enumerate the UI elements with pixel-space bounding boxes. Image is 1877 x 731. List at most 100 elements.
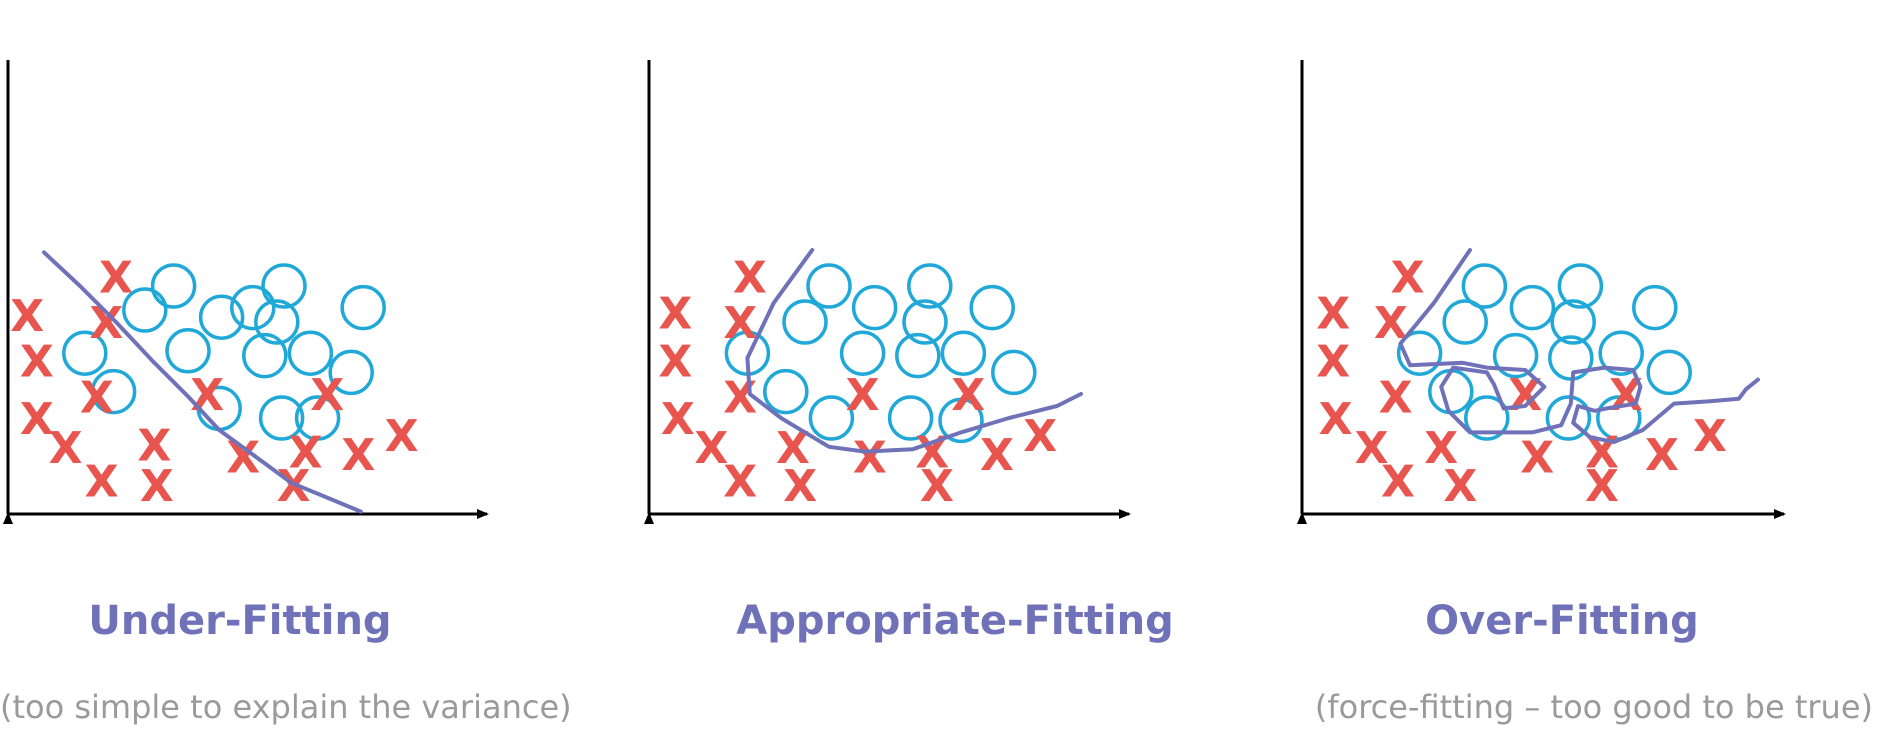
circle-point — [122, 287, 168, 333]
cross-point: X — [1319, 394, 1353, 445]
circle-point — [907, 263, 953, 309]
circle-point — [839, 330, 886, 376]
circle-point — [1545, 395, 1592, 441]
circle-point — [1396, 330, 1443, 376]
under-fitting-caption: (too simple to explain the variance) — [0, 688, 572, 726]
cross-point: X — [1379, 372, 1413, 423]
cross-point: X — [1316, 336, 1350, 387]
cross-point: X — [853, 432, 887, 483]
circle-point — [294, 395, 341, 441]
circle-point — [991, 349, 1037, 396]
cross-point: X — [1645, 430, 1679, 481]
cross-point: X — [385, 411, 419, 462]
cross-point: X — [85, 456, 119, 507]
cross-point: X — [1381, 456, 1415, 507]
over-fitting-caption: (force-fitting – too good to be true) — [1315, 688, 1873, 726]
circle-point — [230, 284, 276, 331]
cross-point: X — [1443, 461, 1477, 512]
cross-point: X — [341, 430, 375, 481]
circle-point — [258, 395, 305, 441]
cross-point: X — [694, 423, 728, 474]
axes — [8, 60, 487, 514]
circle-point — [150, 263, 197, 309]
cross-point: X — [846, 370, 880, 421]
circle-point — [1442, 299, 1488, 345]
cross-point: X — [1023, 411, 1057, 462]
appropriate-fitting-title: Appropriate-Fitting — [736, 598, 1173, 644]
decision-boundary — [42, 250, 363, 514]
circle-point — [940, 330, 987, 376]
cross-point: X — [99, 252, 133, 303]
circle-point — [1598, 330, 1644, 376]
circle-point — [254, 299, 300, 345]
circle-point — [340, 284, 386, 331]
circle-point — [1632, 284, 1678, 331]
cross-point: X — [1391, 252, 1425, 303]
circle-point — [1557, 263, 1604, 309]
cross-point: X — [1424, 423, 1458, 474]
circle-point — [287, 330, 334, 376]
circle-point — [1492, 332, 1539, 379]
cross-point: X — [1585, 461, 1619, 512]
circle-point — [782, 299, 828, 345]
circle-point — [902, 299, 948, 345]
circle-point — [763, 368, 809, 415]
decision-boundary — [1398, 248, 1760, 444]
cross-point: X — [190, 370, 224, 421]
cross-point: X — [723, 456, 757, 507]
circle-point — [895, 332, 941, 379]
cross-point: X — [1316, 288, 1350, 339]
cross-point: X — [723, 372, 757, 423]
circle-point — [328, 349, 374, 396]
cross-point: X — [20, 336, 54, 387]
cross-point: X — [920, 461, 954, 512]
decision-boundary — [745, 248, 1083, 454]
circle-point — [969, 284, 1015, 331]
circle-point — [851, 284, 898, 331]
circle-point — [808, 395, 855, 441]
cross-point: X — [915, 428, 949, 479]
circle-point — [1464, 395, 1510, 441]
circle-point — [1461, 263, 1508, 309]
cross-point: X — [10, 291, 44, 342]
circle-point — [165, 328, 211, 374]
cross-point: X — [310, 370, 344, 421]
circle-point — [1428, 368, 1474, 415]
circle-point — [1646, 349, 1692, 396]
cross-point: X — [661, 394, 695, 445]
cross-point: X — [140, 461, 174, 512]
circle-point — [90, 368, 137, 415]
cross-point: X — [49, 423, 83, 474]
circle-point — [242, 332, 288, 379]
circle-point — [887, 395, 934, 441]
cross-point: X — [80, 372, 114, 423]
cross-point: X — [20, 394, 54, 445]
cross-point: X — [658, 336, 692, 387]
cross-point: X — [1355, 423, 1389, 474]
cross-point: X — [951, 370, 985, 421]
circle-point — [1550, 299, 1596, 345]
circle-point — [261, 263, 307, 309]
cross-point: X — [1520, 432, 1554, 483]
cross-point: X — [980, 430, 1014, 481]
cross-point: X — [733, 252, 767, 303]
cross-point: X — [289, 428, 323, 479]
circle-point — [198, 294, 245, 340]
cross-point: X — [137, 420, 171, 471]
axes — [1302, 60, 1784, 514]
cross-point: X — [723, 298, 757, 349]
circle-point — [806, 263, 852, 309]
axes — [649, 60, 1129, 514]
cross-point: X — [783, 461, 817, 512]
over-fitting-title: Over-Fitting — [1425, 598, 1699, 644]
circle-point — [1509, 284, 1556, 331]
circle-point — [938, 397, 984, 444]
cross-point: X — [1693, 411, 1727, 462]
